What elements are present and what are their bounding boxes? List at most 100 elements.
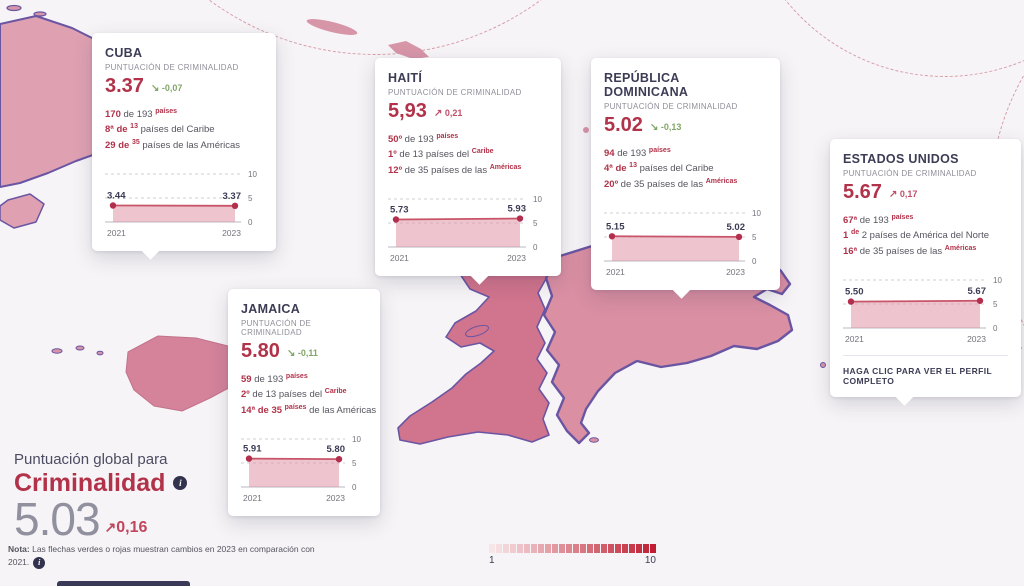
svg-text:5.73: 5.73 <box>390 205 409 216</box>
legend-swatch <box>643 544 649 553</box>
svg-text:2021: 2021 <box>845 334 864 344</box>
score-change: ↘ -0,11 <box>286 348 318 359</box>
svg-text:5.80: 5.80 <box>327 444 346 455</box>
legend-swatch <box>552 544 558 553</box>
country-name: REPÚBLICA DOMINICANA <box>604 71 689 99</box>
haiti-landmass[interactable] <box>397 256 557 445</box>
legend-swatch <box>510 544 516 553</box>
country-card-cuba[interactable]: CUBA PUNTUACIÓN DE CRIMINALIDAD 3.37 ↘ -… <box>92 33 276 260</box>
cayman-islet <box>96 350 104 356</box>
rank-line: 16ª de 35 países de las Américas <box>843 244 977 257</box>
legend-swatch <box>545 544 551 553</box>
svg-text:10: 10 <box>352 435 361 444</box>
svg-text:5: 5 <box>533 219 538 228</box>
global-score-eyebrow: Puntuación global para <box>14 451 168 468</box>
country-name: JAMAICA <box>241 302 301 316</box>
svg-text:10: 10 <box>993 276 1002 285</box>
legend-swatch <box>517 544 523 553</box>
score-change: ↘ -0,13 <box>649 122 682 133</box>
legend-swatch <box>538 544 544 553</box>
cayman-islet <box>51 348 63 354</box>
svg-text:3.37: 3.37 <box>223 191 242 202</box>
global-score-panel: Puntuación global para Criminalidad i 5.… <box>14 451 188 546</box>
cayman-islet <box>75 345 85 351</box>
country-card-haiti[interactable]: HAITÍ PUNTUACIÓN DE CRIMINALIDAD 5,93 ↗ … <box>375 58 561 285</box>
rank-lines: 59 de 193 países 2º de 13 países del Cari… <box>241 372 376 418</box>
rank-line: 29 de 35 países de las Américas <box>105 138 241 151</box>
rank-lines: 170 de 193 países 8ª de 13 países del Car… <box>105 107 263 153</box>
svg-text:5: 5 <box>993 300 998 309</box>
legend-swatch <box>503 544 509 553</box>
svg-text:10: 10 <box>752 209 761 218</box>
score-change: ↗ 0,17 <box>888 189 918 200</box>
rank-lines: 94 de 193 países 4ª de 13 países del Cari… <box>604 146 767 192</box>
criminality-score: 5.67 <box>843 181 882 203</box>
svg-text:2021: 2021 <box>606 267 625 277</box>
svg-text:5: 5 <box>248 194 253 203</box>
svg-text:3.44: 3.44 <box>107 191 126 202</box>
svg-text:5: 5 <box>352 459 357 468</box>
view-profile-cta[interactable]: HAGA CLIC PARA VER EL PERFIL COMPLETO <box>843 355 1008 386</box>
footnote-text: Las flechas verdes o rojas muestran camb… <box>8 544 315 567</box>
info-icon[interactable]: i <box>33 556 46 569</box>
rank-line: 50º de 193 países <box>388 133 459 146</box>
country-card-dominicana[interactable]: REPÚBLICA DOMINICANA PUNTUACIÓN DE CRIMI… <box>591 58 780 299</box>
legend-swatch <box>608 544 614 553</box>
legend-swatch <box>650 544 656 553</box>
global-score-value: 5.03 <box>14 493 101 546</box>
legend-swatch <box>573 544 579 553</box>
svg-text:0: 0 <box>533 243 538 252</box>
country-name: ESTADOS UNIDOS <box>843 152 959 166</box>
trend-arrow-icon: ↘ <box>649 122 659 133</box>
svg-text:5.93: 5.93 <box>508 204 527 215</box>
svg-text:2021: 2021 <box>390 253 409 263</box>
score-change: ↘ -0,07 <box>150 83 183 94</box>
legend-max-label: 10 <box>644 555 656 566</box>
global-score-change: ↗0,16 <box>104 518 148 536</box>
partially-visible-button[interactable] <box>57 581 190 586</box>
isla-juventud-landmass <box>0 193 45 229</box>
trend-chart: 5.15 5.02 10 5 0 2021 2023 <box>604 209 761 277</box>
score-label: PUNTUACIÓN DE CRIMINALIDAD <box>241 319 312 337</box>
trend-up-arrow-icon: ↗ <box>104 518 117 535</box>
gonave-islet <box>465 324 489 338</box>
country-card-jamaica[interactable]: JAMAICA PUNTUACIÓN DE CRIMINALIDAD 5.80 … <box>228 289 380 517</box>
bahamas-islet <box>388 41 429 59</box>
legend-swatch <box>636 544 642 553</box>
rank-lines: 67ª de 193 países 1 de 2 países de Améric… <box>843 213 1008 259</box>
score-change: ↗ 0,21 <box>433 108 463 119</box>
trend-arrow-icon: ↗ <box>433 108 443 119</box>
trend-chart: 5.91 5.80 10 5 0 2021 2023 <box>241 435 361 503</box>
legend-swatch <box>615 544 621 553</box>
svg-text:2021: 2021 <box>243 493 262 503</box>
trend-chart: 5.50 5.67 10 5 0 2021 2023 <box>843 276 1002 344</box>
trend-arrow-icon: ↘ <box>286 348 296 359</box>
rank-lines: 50º de 193 países 1º de 13 países del Car… <box>388 132 548 178</box>
country-card-eeuu[interactable]: ESTADOS UNIDOS PUNTUACIÓN DE CRIMINALIDA… <box>830 139 1021 406</box>
score-label: PUNTUACIÓN DE CRIMINALIDAD <box>388 88 522 97</box>
turks-islet <box>583 127 589 133</box>
footnote: Nota: Las flechas verdes o rojas muestra… <box>8 543 318 569</box>
svg-text:2023: 2023 <box>726 267 745 277</box>
legend-swatch <box>524 544 530 553</box>
svg-text:0: 0 <box>993 324 998 333</box>
legend-gradient <box>489 544 656 553</box>
legend-swatch <box>601 544 607 553</box>
score-label: PUNTUACIÓN DE CRIMINALIDAD <box>843 169 977 178</box>
rank-line: 59 de 193 países <box>241 373 308 386</box>
rank-line: 8ª de 13 países del Caribe <box>105 123 215 136</box>
legend-swatch <box>566 544 572 553</box>
criminality-score: 5.80 <box>241 340 280 362</box>
legend-swatch <box>629 544 635 553</box>
criminality-score: 3.37 <box>105 75 144 97</box>
score-label: PUNTUACIÓN DE CRIMINALIDAD <box>604 102 738 111</box>
legend-swatch <box>580 544 586 553</box>
info-icon[interactable]: i <box>173 476 188 491</box>
svg-text:0: 0 <box>752 257 757 266</box>
rank-line: 94 de 193 países <box>604 147 671 160</box>
country-name: HAITÍ <box>388 71 423 85</box>
svg-text:2023: 2023 <box>967 334 986 344</box>
trend-arrow-icon: ↗ <box>888 189 898 200</box>
rank-line: 4ª de 13 países del Caribe <box>604 162 714 175</box>
